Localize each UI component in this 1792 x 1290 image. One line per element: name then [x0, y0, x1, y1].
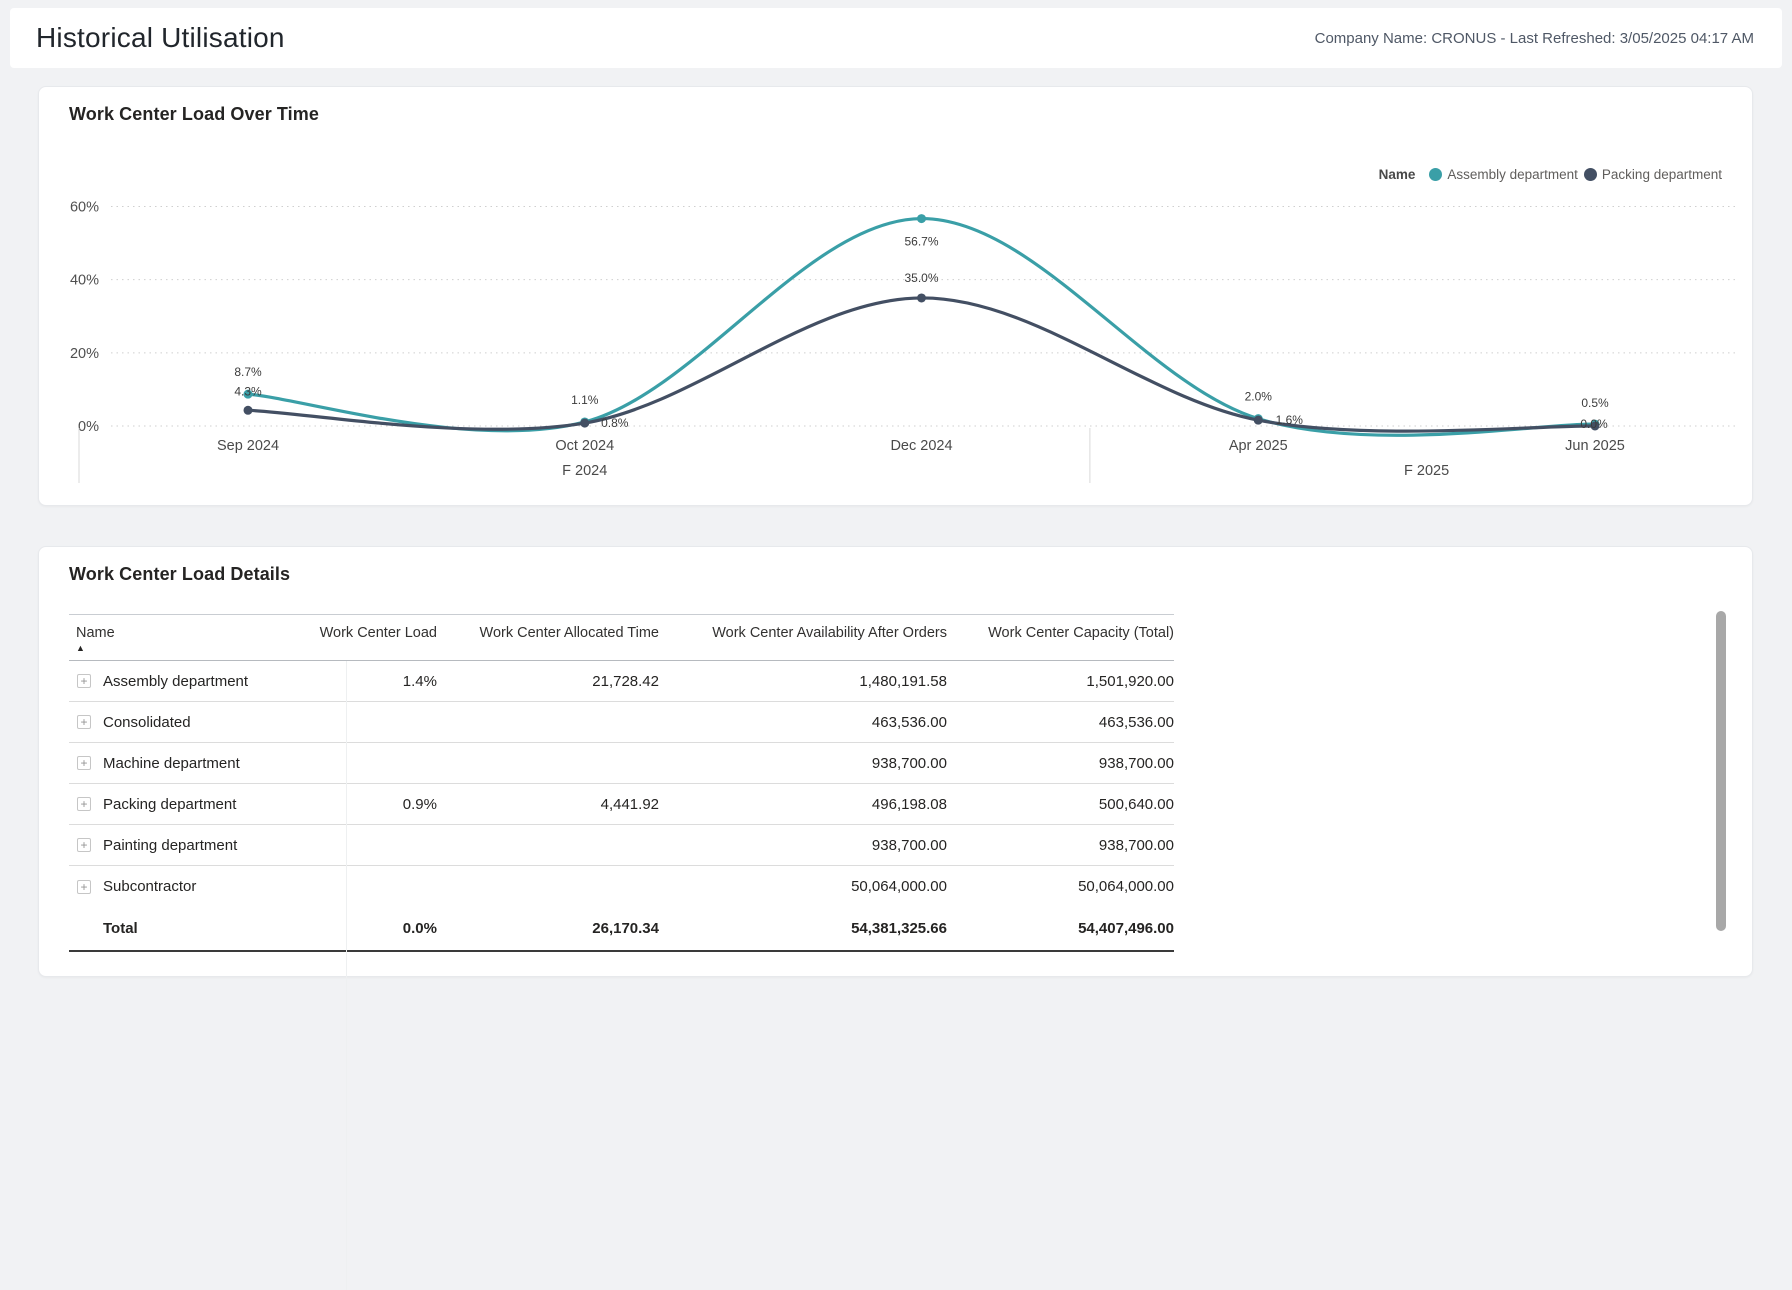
row-name: Packing department [103, 795, 237, 813]
row-value-availability: 50,064,000.00 [851, 878, 947, 895]
y-axis-tick: 20% [70, 346, 99, 362]
table-title: Work Center Load Details [69, 564, 291, 584]
row-name: Machine department [103, 754, 240, 772]
legend-item[interactable]: Assembly department [1429, 167, 1578, 182]
sort-ascending-icon: ▲ [76, 643, 85, 653]
x-axis-group-label: F 2024 [562, 463, 607, 479]
table-scrollbar-thumb[interactable] [1716, 611, 1726, 931]
company-refresh-info: Company Name: CRONUS - Last Refreshed: 3… [1314, 29, 1754, 47]
series-line[interactable] [246, 216, 1597, 437]
expand-row-icon[interactable]: + [77, 838, 91, 852]
x-axis-group-label: F 2025 [1404, 463, 1449, 479]
legend-item-label: Packing department [1601, 167, 1722, 182]
x-axis-tick: Jun 2025 [1565, 438, 1625, 454]
chart-canvas[interactable]: 0% 20% 40% 60% Sep 2024 Oct 2024 Dec 2024 Apr 2… [39, 87, 1754, 507]
chart-card: 0% 20% 40% 60% Sep 2024 Oct 2024 Dec 2024 Apr 2… [38, 86, 1753, 506]
column-header-load[interactable]: Work Center Load [319, 625, 437, 641]
x-axis-tick: Sep 2024 [217, 438, 279, 454]
page-title: Historical Utilisation [36, 22, 285, 53]
work-center-matrix: Name ▲ Work Center Load Work Center Allo… [69, 614, 1174, 1290]
data-label: 0.5% [1581, 396, 1609, 410]
expand-row-icon[interactable]: + [77, 756, 91, 770]
expand-row-icon[interactable]: + [77, 715, 91, 729]
legend-dot-icon [1429, 168, 1443, 181]
report-page: { "page": { "title": "Historical Utilisa… [10, 8, 1782, 1290]
data-label: 8.7% [234, 365, 262, 379]
series-line[interactable] [246, 296, 1597, 433]
expand-row-icon[interactable]: + [77, 879, 91, 894]
row-name: Subcontractor [103, 878, 197, 895]
data-label: 0.8% [601, 416, 629, 430]
y-axis-tick: 60% [70, 200, 99, 216]
row-value-capacity: 938,700.00 [1098, 754, 1174, 772]
row-value-capacity: 1,501,920.00 [1086, 672, 1174, 690]
table-row[interactable]: + Machine department 938,700.00 938,700.00 [69, 743, 1174, 784]
row-name: Assembly department [103, 672, 249, 690]
column-header-allocated-time[interactable]: Work Center Allocated Time [479, 625, 659, 641]
row-value-capacity: 50,064,000.00 [1078, 878, 1174, 895]
column-header-name[interactable]: Name ▲ [69, 625, 309, 653]
column-header-availability[interactable]: Work Center Availability After Orders [712, 625, 947, 641]
table-total-row[interactable]: Total 0.0% 26,170.34 54,381,325.66 54,40… [69, 907, 1174, 952]
row-value-availability: 463,536.00 [871, 713, 947, 731]
x-axis-tick: Dec 2024 [890, 438, 952, 454]
row-name: Painting department [103, 836, 238, 854]
row-value-availability: 1,480,191.58 [859, 672, 947, 690]
table-row[interactable]: + Subcontractor 50,064,000.00 50,064,000.00 [69, 866, 1174, 907]
data-point[interactable] [243, 389, 253, 399]
data-label: 35.0% [904, 271, 938, 285]
table-row[interactable]: + Packing department 0.9% 4,441.92 496,198.0… [69, 784, 1174, 825]
table-row[interactable]: + Consolidated 463,536.00 463,536.00 [69, 702, 1174, 743]
data-point[interactable] [243, 405, 253, 415]
data-label: 4.3% [234, 384, 262, 398]
row-value-capacity: 463,536.00 [1098, 713, 1174, 731]
data-point[interactable] [1253, 415, 1263, 425]
y-axis-tick: 40% [70, 273, 99, 289]
legend-dot-icon [1583, 168, 1597, 181]
matrix-column-divider [346, 661, 347, 1290]
row-value-load: 0.9% [402, 795, 437, 813]
data-point[interactable] [917, 293, 926, 303]
table-body: + Assembly department 1.4% 21,728.42 1,480,1… [69, 661, 1174, 907]
row-value-allocated: 21,728.42 [592, 672, 659, 690]
row-value-capacity: 938,700.00 [1098, 836, 1174, 854]
expand-row-icon[interactable]: + [77, 797, 91, 811]
x-axis-tick: Oct 2024 [555, 438, 614, 454]
data-point[interactable] [917, 214, 926, 224]
y-axis-tick: 0% [78, 419, 99, 435]
column-header-capacity[interactable]: Work Center Capacity (Total) [988, 625, 1174, 641]
data-label: 56.7% [904, 235, 938, 249]
table-card: Work Center Load Details Name ▲ Work Cen… [38, 546, 1753, 1290]
data-label: 0.0% [1580, 417, 1608, 431]
expand-row-icon[interactable]: + [77, 674, 91, 688]
chart-title: Work Center Load Over Time [69, 104, 320, 124]
data-point[interactable] [1590, 421, 1600, 431]
row-value-availability: 938,700.00 [871, 754, 947, 772]
data-point[interactable] [580, 418, 590, 428]
row-value-load: 1.4% [402, 672, 437, 690]
table-row[interactable]: + Assembly department 1.4% 21,728.42 1,480,1… [69, 661, 1174, 702]
table-header-row: Name ▲ Work Center Load Work Center Allo… [69, 614, 1174, 661]
data-label: 1.1% [571, 393, 599, 407]
table-row[interactable]: + Painting department 938,700.00 938,700.00 [69, 825, 1174, 866]
row-value-allocated: 4,441.92 [600, 795, 659, 813]
report-header: Historical Utilisation Company Name: CRO… [10, 8, 1782, 68]
x-axis-tick: Apr 2025 [1229, 438, 1288, 454]
legend-title: Name [1378, 167, 1416, 182]
legend-item[interactable]: Packing department [1583, 167, 1722, 182]
row-name: Consolidated [103, 713, 191, 731]
chart-legend: Name Assembly department Packing departme… [1379, 167, 1722, 182]
data-label: 2.0% [1245, 390, 1273, 404]
row-value-availability: 496,198.08 [871, 795, 947, 813]
data-label: 1.6% [1276, 413, 1304, 427]
row-value-capacity: 500,640.00 [1098, 795, 1174, 813]
row-value-availability: 938,700.00 [871, 836, 947, 854]
legend-item-label: Assembly department [1447, 167, 1578, 182]
